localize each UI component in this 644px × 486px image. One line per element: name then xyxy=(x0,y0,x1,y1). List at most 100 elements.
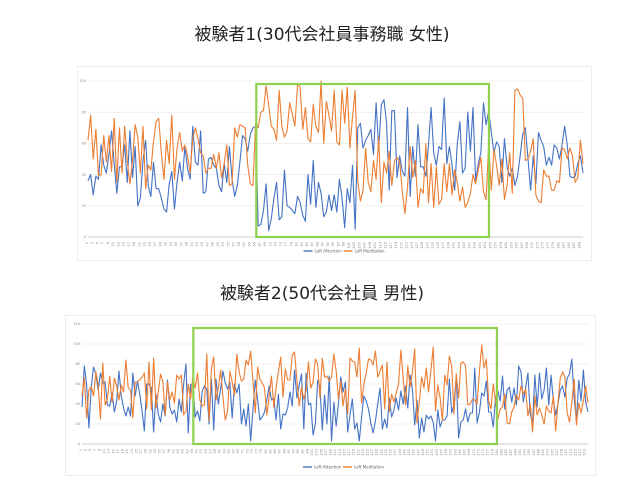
x-tick-label: 173 xyxy=(476,449,480,456)
x-tick-label: 39 xyxy=(185,242,189,246)
x-tick-label: 139 xyxy=(446,242,450,249)
x-tick-label: 149 xyxy=(421,449,425,456)
x-tick-label: 43 xyxy=(176,449,180,453)
x-tick-label: 191 xyxy=(518,449,522,456)
x-tick-label: 153 xyxy=(430,449,434,456)
x-tick-label: 29 xyxy=(144,449,148,453)
x-tick-label: 3 xyxy=(84,449,88,451)
x-tick-label: 87 xyxy=(278,449,282,453)
x-tick-label: 87 xyxy=(310,242,314,246)
x-tick-label: 97 xyxy=(336,242,340,246)
x-tick-label: 133 xyxy=(431,242,435,249)
x-tick-label: 73 xyxy=(274,242,278,246)
x-tick-label: 169 xyxy=(467,449,471,456)
x-tick-label: 15 xyxy=(122,242,126,246)
x-tick-label: 19 xyxy=(132,242,136,246)
x-tick-label: 37 xyxy=(162,449,166,453)
y-tick-label: 20 xyxy=(76,422,80,426)
x-tick-label: 103 xyxy=(352,242,356,249)
x-tick-label: 107 xyxy=(363,242,367,249)
x-tick-label: 165 xyxy=(515,242,519,249)
x-tick-label: 181 xyxy=(556,242,560,249)
x-tick-label: 25 xyxy=(148,242,152,246)
x-tick-label: 95 xyxy=(296,449,300,453)
x-tick-label: 101 xyxy=(310,449,314,456)
x-tick-label: 155 xyxy=(435,449,439,456)
x-tick-label: 157 xyxy=(494,242,498,249)
x-tick-label: 33 xyxy=(153,449,157,453)
x-tick-label: 93 xyxy=(326,242,330,246)
x-tick-label: 169 xyxy=(525,242,529,249)
x-tick-label: 83 xyxy=(300,242,304,246)
x-tick-label: 187 xyxy=(572,242,576,249)
x-tick-label: 217 xyxy=(578,449,582,456)
legend-label: Left Attention xyxy=(315,248,343,253)
x-tick-label: 129 xyxy=(420,242,424,249)
x-tick-label: 179 xyxy=(490,449,494,456)
x-tick-label: 175 xyxy=(481,449,485,456)
x-tick-label: 111 xyxy=(333,449,337,456)
x-tick-label: 47 xyxy=(185,449,189,453)
x-tick-label: 53 xyxy=(199,449,203,453)
x-tick-label: 3 xyxy=(90,242,94,244)
x-tick-label: 209 xyxy=(560,449,564,456)
x-tick-label: 153 xyxy=(483,242,487,249)
y-tick-label: 80 xyxy=(82,110,86,114)
x-tick-label: 67 xyxy=(231,449,235,453)
x-tick-label: 1 xyxy=(85,242,89,244)
x-tick-label: 183 xyxy=(562,242,566,249)
x-tick-label: 69 xyxy=(263,242,267,246)
x-tick-label: 83 xyxy=(268,449,272,453)
x-tick-label: 51 xyxy=(195,449,199,453)
x-tick-label: 77 xyxy=(255,449,259,453)
x-tick-label: 95 xyxy=(331,242,335,246)
x-tick-label: 213 xyxy=(569,449,573,456)
x-tick-label: 61 xyxy=(218,449,222,453)
x-tick-label: 129 xyxy=(375,449,379,456)
x-tick-label: 177 xyxy=(486,449,490,456)
x-tick-label: 13 xyxy=(116,242,120,246)
x-tick-label: 27 xyxy=(153,242,157,246)
x-tick-label: 143 xyxy=(457,242,461,249)
highlight-box xyxy=(255,82,491,239)
x-tick-label: 19 xyxy=(121,449,125,453)
x-tick-label: 171 xyxy=(472,449,476,456)
x-tick-label: 185 xyxy=(504,449,508,456)
x-tick-label: 197 xyxy=(532,449,536,456)
x-tick-label: 161 xyxy=(504,242,508,249)
x-tick-label: 167 xyxy=(463,449,467,456)
x-tick-label: 187 xyxy=(509,449,513,456)
x-tick-label: 105 xyxy=(319,449,323,456)
x-tick-label: 23 xyxy=(130,449,134,453)
x-tick-label: 127 xyxy=(370,449,374,456)
x-tick-label: 109 xyxy=(329,449,333,456)
x-tick-label: 151 xyxy=(426,449,430,456)
x-tick-label: 27 xyxy=(139,449,143,453)
x-tick-label: 125 xyxy=(410,242,414,249)
x-tick-label: 125 xyxy=(366,449,370,456)
y-tick-label: 100 xyxy=(73,342,80,346)
x-tick-label: 25 xyxy=(134,449,138,453)
x-tick-label: 185 xyxy=(567,242,571,249)
x-tick-label: 7 xyxy=(101,242,105,244)
x-tick-label: 145 xyxy=(462,242,466,249)
x-tick-label: 145 xyxy=(412,449,416,456)
x-tick-label: 13 xyxy=(107,449,111,453)
x-tick-label: 63 xyxy=(222,449,226,453)
chart-title-subject-1: 被験者1(30代会社員事務職 女性) xyxy=(194,25,450,45)
x-tick-label: 141 xyxy=(402,449,406,456)
x-tick-label: 5 xyxy=(88,449,92,451)
x-tick-label: 55 xyxy=(204,449,208,453)
x-tick-label: 113 xyxy=(338,449,342,456)
x-tick-label: 103 xyxy=(315,449,319,456)
chart-title-subject-2: 被験者2(50代会社員 男性) xyxy=(219,284,425,304)
x-tick-label: 17 xyxy=(116,449,120,453)
series-line-left-meditation xyxy=(87,80,584,215)
x-tick-label: 131 xyxy=(425,242,429,249)
x-tick-label: 59 xyxy=(237,242,241,246)
x-tick-label: 135 xyxy=(389,449,393,456)
series-line-left-meditation xyxy=(81,344,589,433)
x-tick-label: 147 xyxy=(467,242,471,249)
x-tick-label: 179 xyxy=(551,242,555,249)
